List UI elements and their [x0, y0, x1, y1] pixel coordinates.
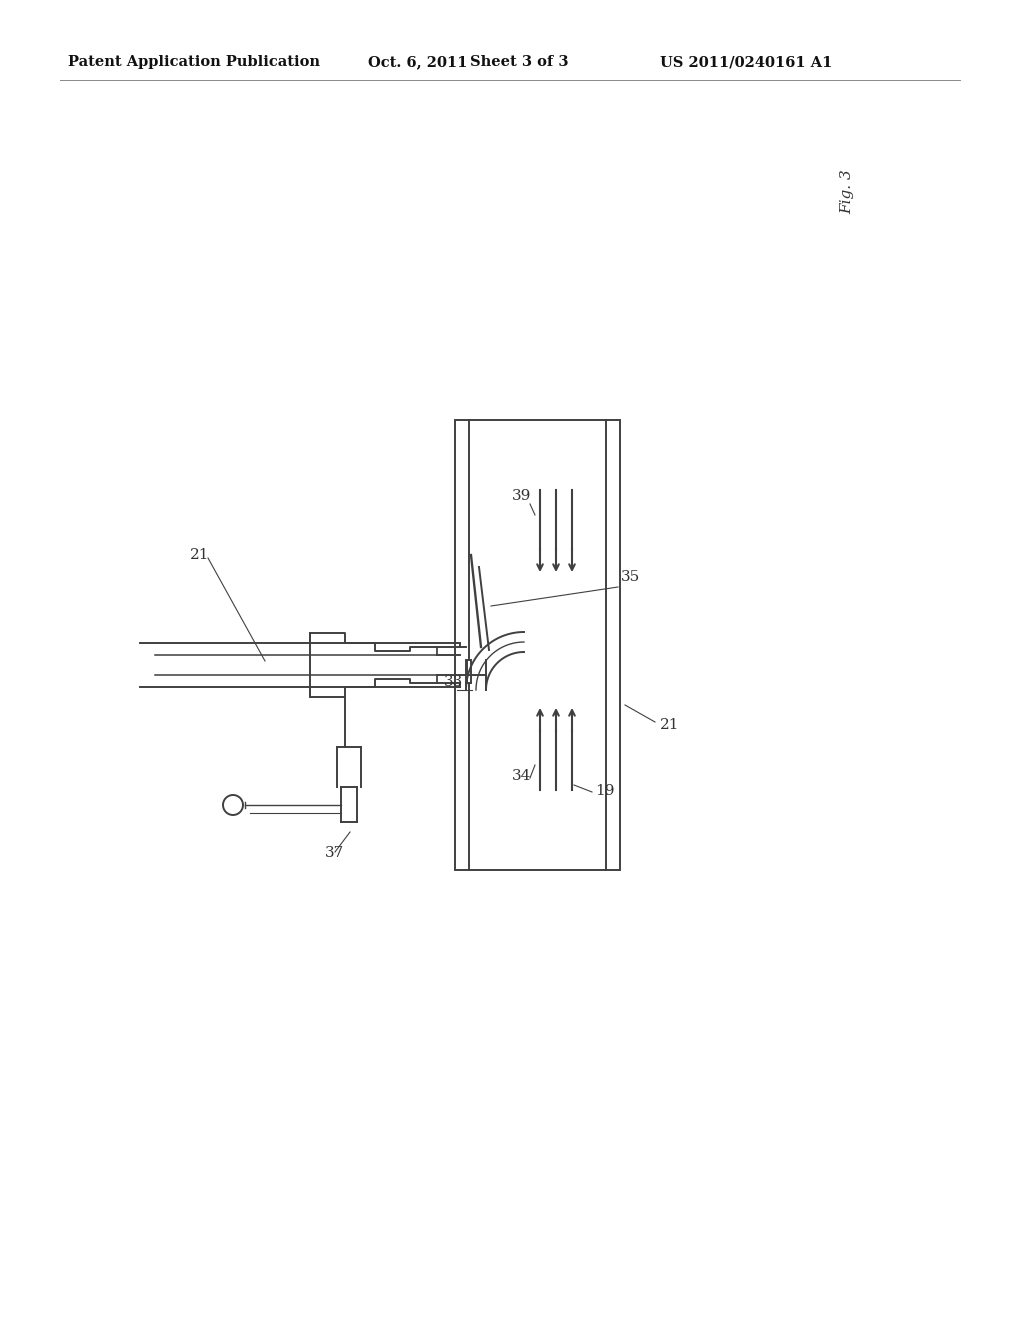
Text: 39: 39	[512, 488, 531, 503]
Text: 33: 33	[444, 676, 463, 689]
Text: US 2011/0240161 A1: US 2011/0240161 A1	[660, 55, 833, 69]
Text: 37: 37	[325, 846, 344, 861]
Text: 35: 35	[621, 570, 640, 583]
Text: Patent Application Publication: Patent Application Publication	[68, 55, 319, 69]
Text: 21: 21	[190, 548, 210, 562]
Text: Sheet 3 of 3: Sheet 3 of 3	[470, 55, 568, 69]
Text: Fig. 3: Fig. 3	[840, 170, 854, 214]
Bar	[467, 660, 471, 682]
Text: Oct. 6, 2011: Oct. 6, 2011	[368, 55, 468, 69]
Bar	[455, 420, 620, 870]
Text: 19: 19	[595, 784, 614, 799]
Text: 21: 21	[660, 718, 680, 733]
Text: 34: 34	[512, 770, 531, 783]
